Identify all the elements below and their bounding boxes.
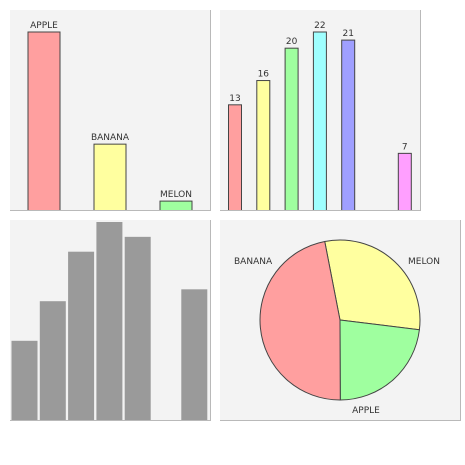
gray-bar-6	[181, 289, 208, 420]
data-label-banana: BANANA	[91, 133, 130, 143]
bar-apple	[27, 31, 61, 210]
pie-slice-melon	[339, 319, 420, 401]
fruit-pie-chart: BANANA MELON APPLE	[220, 220, 461, 421]
pie-slice-apple	[259, 240, 341, 401]
pie-label-melon: MELON	[408, 257, 440, 267]
bar-1	[256, 80, 271, 210]
bar-3	[312, 31, 327, 210]
gray-bar-2	[68, 251, 95, 420]
bar-melon	[159, 200, 193, 210]
data-label-melon: MELON	[160, 190, 192, 200]
fruit-bar-chart-svg: APPLE BANANA MELON	[27, 21, 193, 210]
bar-6	[397, 152, 412, 210]
gray-bar-1	[39, 301, 66, 420]
value-label-2: 20	[286, 37, 298, 47]
gray-bar-4	[124, 236, 151, 420]
color-bar-chart-svg: 1316202221717	[228, 21, 412, 210]
value-label-1: 16	[258, 70, 270, 80]
gray-bar-3	[96, 222, 123, 420]
fruit-pie-chart-svg: BANANA MELON APPLE	[234, 239, 440, 416]
pie-label-apple: APPLE	[352, 406, 380, 416]
bar-2	[284, 47, 299, 210]
value-label-6: 7	[402, 142, 408, 152]
gray-bar-chart	[10, 220, 211, 421]
value-label-4: 21	[342, 29, 353, 39]
gray-bar-0	[11, 340, 38, 420]
gray-bar-chart-svg	[11, 222, 208, 420]
pie-label-banana: BANANA	[234, 257, 273, 267]
value-label-3: 22	[314, 21, 325, 31]
bar-banana	[93, 143, 127, 210]
fruit-bar-chart: APPLE BANANA MELON	[10, 10, 211, 211]
bar-4	[341, 39, 356, 210]
value-label-0: 13	[229, 94, 240, 104]
pie-slice-banana	[324, 239, 421, 331]
bar-0	[228, 104, 242, 210]
color-bar-chart: 1316202221717	[220, 10, 421, 211]
data-label-apple: APPLE	[30, 21, 58, 31]
